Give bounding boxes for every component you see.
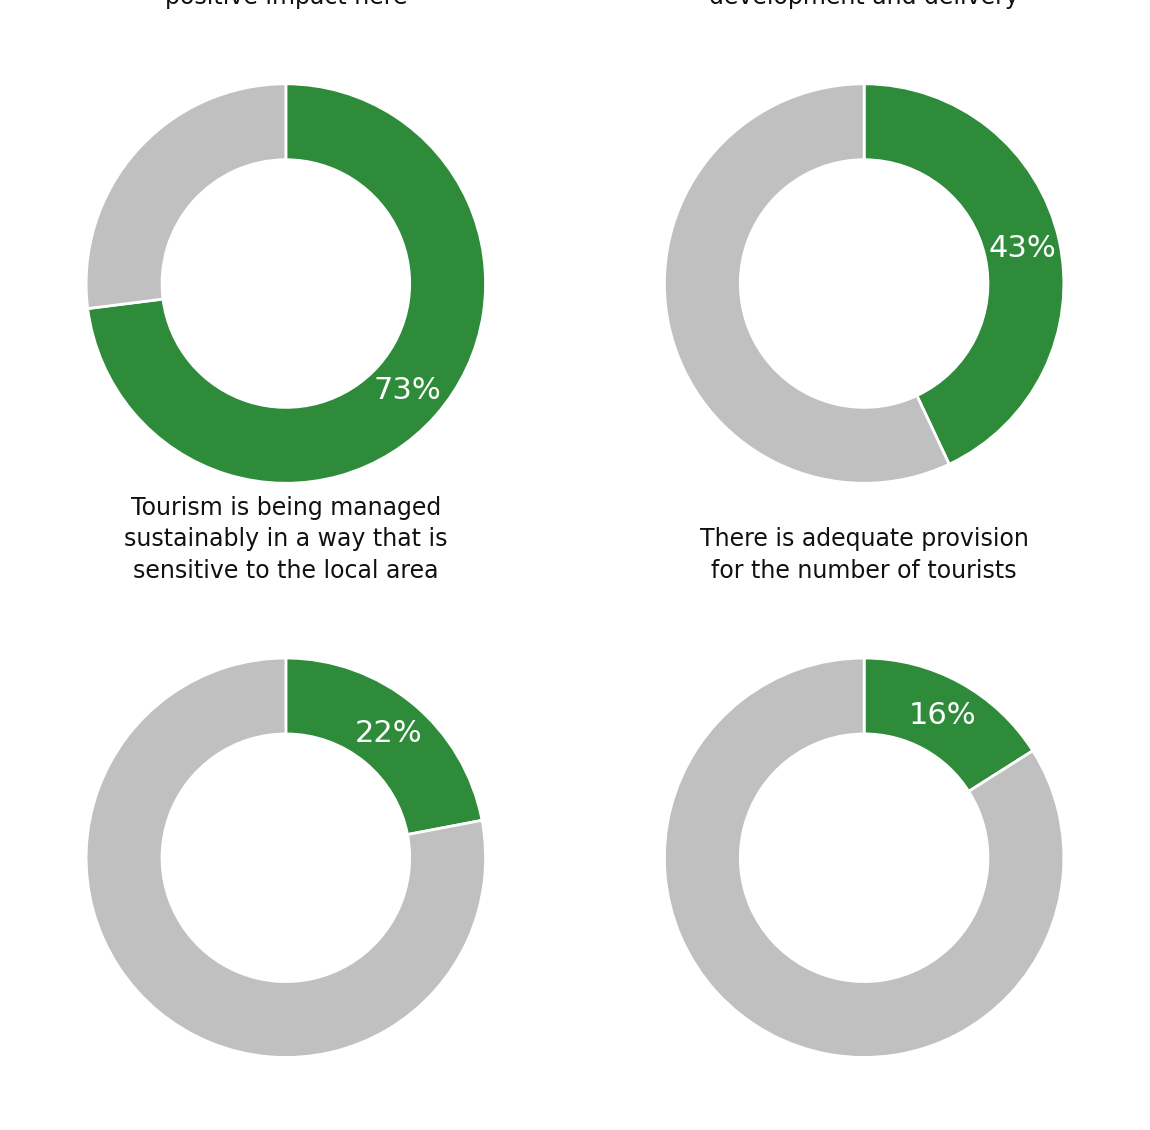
Title: Tourism is being managed
sustainably in a way that is
sensitive to the local are: Tourism is being managed sustainably in … xyxy=(124,496,447,583)
Wedge shape xyxy=(87,84,485,484)
Wedge shape xyxy=(665,658,1064,1058)
Wedge shape xyxy=(864,658,1033,791)
Title: There is adequate provision
for the number of tourists: There is adequate provision for the numb… xyxy=(699,528,1028,583)
Wedge shape xyxy=(665,84,949,484)
Text: 22%: 22% xyxy=(355,719,423,748)
Text: 16%: 16% xyxy=(908,702,976,730)
Wedge shape xyxy=(864,84,1064,464)
Title: My local community is actively
engaged in tourism
development and delivery: My local community is actively engaged i… xyxy=(682,0,1046,9)
Wedge shape xyxy=(86,658,485,1058)
Wedge shape xyxy=(86,84,286,308)
Title: In general tourism has a
positive impact here: In general tourism has a positive impact… xyxy=(141,0,430,9)
Text: 43%: 43% xyxy=(988,234,1056,263)
Wedge shape xyxy=(286,658,482,835)
Text: 73%: 73% xyxy=(374,376,442,405)
